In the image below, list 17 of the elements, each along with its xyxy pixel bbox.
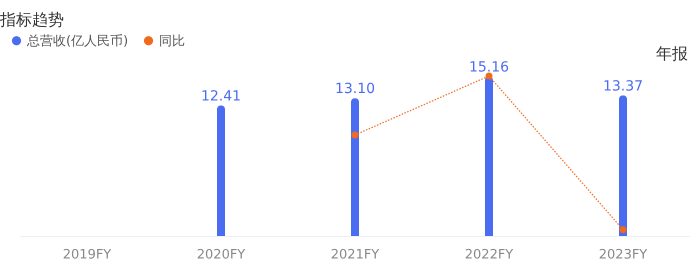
data-label: 13.10 [334, 81, 376, 98]
x-tick-label: 2023FY [598, 248, 648, 262]
data-label: 15.16 [468, 59, 510, 76]
text: 年报 [656, 44, 688, 63]
bar [618, 95, 628, 236]
chart-title: 指标趋势 [0, 10, 64, 29]
data-label: 13.37 [602, 78, 644, 94]
x-tick-label: 2021FY [330, 248, 380, 262]
legend-label: 同比 [159, 34, 185, 49]
legend-label: 总营收(亿人民币) [26, 34, 128, 49]
data-label: 12.41 [200, 88, 242, 104]
x-tick-label: 2020FY [196, 248, 246, 262]
bar [216, 105, 226, 236]
bar [350, 98, 360, 236]
bar [484, 76, 494, 236]
x-tick-label: 2019FY [62, 248, 112, 262]
x-tick-label: 2022FY [464, 248, 514, 262]
